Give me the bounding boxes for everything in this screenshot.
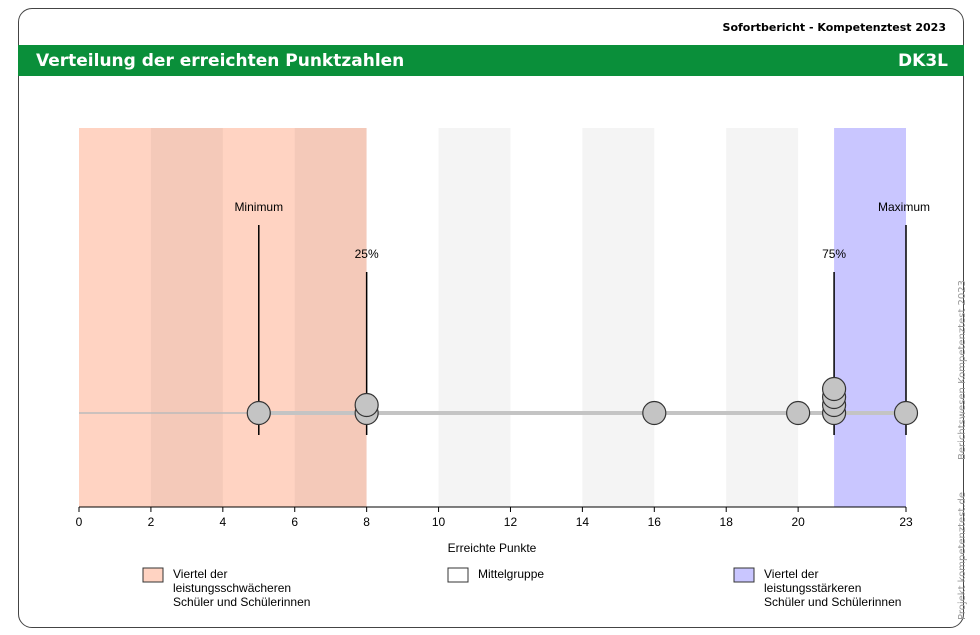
header-bar <box>18 45 964 76</box>
x-axis-label: Erreichte Punkte <box>448 541 537 555</box>
x-tick-label: 10 <box>432 515 446 529</box>
code: DK3L <box>898 51 948 71</box>
point <box>354 392 379 418</box>
x-tick-label: 6 <box>291 515 298 529</box>
marker-label: 75% <box>822 247 846 261</box>
legend-label: Schüler und Schülerinnen <box>173 595 310 609</box>
heading: Verteilung der erreichten Punktzahlen <box>36 51 404 71</box>
side-text: Projekt kompetenztest.de <box>957 492 968 620</box>
report-title: Sofortbericht - Kompetenztest 2023 <box>723 21 946 34</box>
legend-label: leistungsstärkeren <box>764 581 861 595</box>
legend-label: Schüler und Schülerinnen <box>764 595 901 609</box>
point <box>821 376 847 402</box>
band <box>79 128 367 507</box>
x-tick-label: 12 <box>504 515 518 529</box>
x-tick-label: 16 <box>648 515 662 529</box>
legend-label: Viertel der <box>173 567 227 581</box>
x-tick-label: 8 <box>363 515 370 529</box>
stripe <box>150 128 223 507</box>
x-tick-label: 18 <box>720 515 734 529</box>
stripe <box>438 128 511 507</box>
legend-label: Mittelgruppe <box>478 567 544 581</box>
stripe <box>726 128 799 507</box>
legend-label: leistungsschwächeren <box>173 581 291 595</box>
legend-label: Viertel der <box>764 567 818 581</box>
x-tick-label: 0 <box>76 515 83 529</box>
stripe <box>294 128 367 507</box>
marker-label: Minimum <box>234 200 283 214</box>
band <box>834 128 906 507</box>
point <box>786 400 811 426</box>
band <box>366 128 835 507</box>
side-text: Berichtswesen Kompetenztest 2023 <box>957 280 968 460</box>
point <box>642 400 667 426</box>
x-tick-label: 23 <box>899 515 913 529</box>
x-tick-label: 20 <box>791 515 805 529</box>
legend-swatch <box>733 567 755 583</box>
legend-swatch <box>447 567 469 583</box>
legend-swatch <box>142 567 164 583</box>
x-tick-label: 4 <box>219 515 226 529</box>
point <box>893 400 919 426</box>
stripe <box>582 128 655 507</box>
point <box>246 400 271 426</box>
x-tick-label: 14 <box>576 515 590 529</box>
marker-label: 25% <box>355 247 379 261</box>
marker-label: Maximum <box>878 200 930 214</box>
x-tick-label: 2 <box>148 515 155 529</box>
frame <box>18 8 964 628</box>
